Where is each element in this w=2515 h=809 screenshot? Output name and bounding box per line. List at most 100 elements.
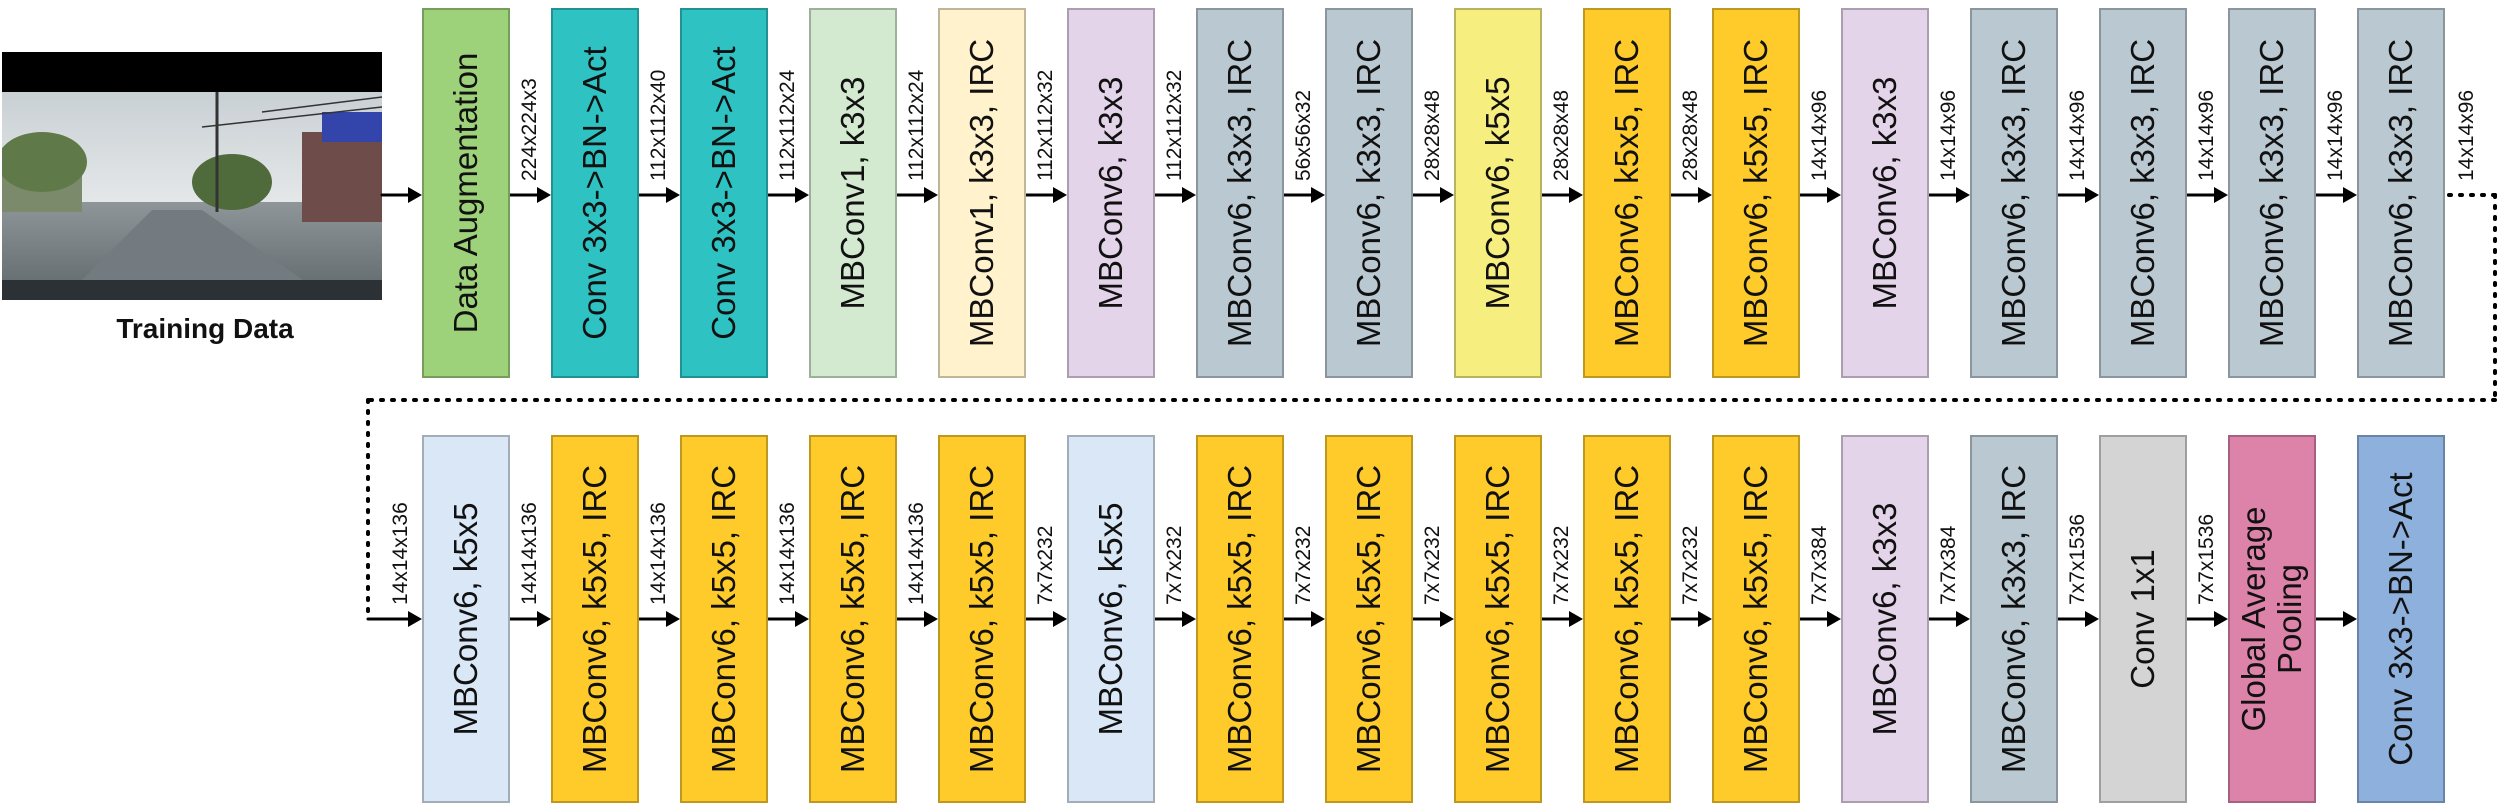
block-2-16: Conv 3x3->BN->Act — [2357, 435, 2445, 803]
arrow-head — [1827, 611, 1841, 627]
road-scene-image — [2, 52, 382, 300]
block-label: Conv 3x3->BN->Act — [2382, 472, 2419, 766]
block-2-12: MBConv6, k3x3 — [1841, 435, 1929, 803]
tensor-dim-label: 28x28x48 — [1421, 89, 1444, 181]
arrow-head — [1311, 187, 1325, 203]
tensor-dim-label: 224x224x3 — [518, 78, 541, 181]
tensor-dim-label: 14x14x96 — [2195, 89, 2218, 181]
arrow-head — [1182, 187, 1196, 203]
block-1-7: MBConv6, k3x3, IRC — [1196, 8, 1284, 378]
arrow-head — [2343, 187, 2357, 203]
arrow-head — [666, 187, 680, 203]
arrow-head — [537, 611, 551, 627]
tensor-dim-label: 7x7x384 — [1937, 525, 1960, 605]
block-2-4: MBConv6, k5x5, IRC — [809, 435, 897, 803]
block-2-10: MBConv6, k5x5, IRC — [1583, 435, 1671, 803]
block-label: MBConv6, k5x5, IRC — [705, 464, 742, 774]
arrow-head — [1440, 611, 1454, 627]
tensor-dim-label: 7x7x232 — [1550, 525, 1573, 605]
block-1-10: MBConv6, k5x5, IRC — [1583, 8, 1671, 378]
tensor-dim-label: 14x14x136 — [389, 502, 412, 605]
arrow-head — [795, 187, 809, 203]
arrow-head — [2343, 611, 2357, 627]
block-1-1: Data Augmentation — [422, 8, 510, 378]
tensor-dim-label: 7x7x232 — [1421, 525, 1444, 605]
block-2-6: MBConv6, k5x5 — [1067, 435, 1155, 803]
tensor-dim-label: 112x112x40 — [647, 69, 670, 181]
block-2-7: MBConv6, k5x5, IRC — [1196, 435, 1284, 803]
block-label: MBConv6, k5x5, IRC — [1608, 464, 1645, 774]
arrow-head — [1311, 611, 1325, 627]
tensor-dim-label: 14x14x96 — [2455, 89, 2478, 181]
arrow-head — [1569, 187, 1583, 203]
tensor-dim-label: 112x112x24 — [905, 69, 928, 181]
arrow-head — [1440, 187, 1454, 203]
arrow-head — [666, 611, 680, 627]
tensor-dim-label: 112x112x32 — [1163, 69, 1186, 181]
block-label: MBConv6, k5x5, IRC — [1221, 464, 1258, 774]
block-2-15: Global Average Pooling — [2228, 435, 2316, 803]
tensor-dim-label: 112x112x24 — [776, 69, 799, 181]
tensor-dim-label: 7x7x232 — [1163, 525, 1186, 605]
tensor-dim-label: 14x14x136 — [518, 502, 541, 605]
tensor-dim-label: 14x14x96 — [1808, 89, 1831, 181]
block-2-2: MBConv6, k5x5, IRC — [551, 435, 639, 803]
arrow-head — [1827, 187, 1841, 203]
tensor-dim-label: 14x14x136 — [647, 502, 670, 605]
tensor-dim-label: 14x14x96 — [1937, 89, 1960, 181]
block-1-13: MBConv6, k3x3, IRC — [1970, 8, 2058, 378]
block-label: MBConv6, k5x5 — [1092, 502, 1129, 736]
block-label: MBConv6, k3x3, IRC — [1995, 464, 2032, 774]
arrow-head — [408, 611, 422, 627]
block-label: MBConv6, k3x3, IRC — [2382, 38, 2419, 348]
block-label: MBConv6, k5x5, IRC — [1737, 464, 1774, 774]
block-label: MBConv6, k3x3, IRC — [1221, 38, 1258, 348]
arrow-head — [1698, 187, 1712, 203]
block-1-12: MBConv6, k3x3 — [1841, 8, 1929, 378]
block-label: MBConv1, k3x3, IRC — [963, 38, 1000, 348]
block-label: Conv 1x1 — [2124, 549, 2161, 689]
tensor-dim-label: 7x7x232 — [1679, 525, 1702, 605]
training-data-label: Training Data — [116, 313, 294, 344]
block-label: MBConv6, k3x3 — [1092, 76, 1129, 310]
block-label: MBConv6, k5x5, IRC — [1479, 464, 1516, 774]
tensor-dim-label: 7x7x1536 — [2066, 513, 2089, 605]
tensor-dim-label: 112x112x32 — [1034, 69, 1057, 181]
block-1-11: MBConv6, k5x5, IRC — [1712, 8, 1800, 378]
block-label: MBConv6, k5x5, IRC — [1737, 38, 1774, 348]
tensor-dim-label: 14x14x136 — [905, 502, 928, 605]
arrow-head — [924, 187, 938, 203]
block-label: Data Augmentation — [447, 52, 484, 334]
training-data-image — [2, 52, 382, 300]
arrow-head — [1053, 611, 1067, 627]
block-1-8: MBConv6, k3x3, IRC — [1325, 8, 1413, 378]
block-1-5: MBConv1, k3x3, IRC — [938, 8, 1026, 378]
block-label: MBConv6, k5x5 — [1479, 76, 1516, 310]
block-1-3: Conv 3x3->BN->Act — [680, 8, 768, 378]
arrow-head — [1956, 187, 1970, 203]
block-1-16: MBConv6, k3x3, IRC — [2357, 8, 2445, 378]
block-label: MBConv6, k5x5, IRC — [576, 464, 613, 774]
tensor-dim-label: 14x14x96 — [2066, 89, 2089, 181]
block-label: MBConv6, k3x3 — [1866, 502, 1903, 736]
tensor-dim-label: 7x7x232 — [1034, 525, 1057, 605]
tensor-dim-label: 28x28x48 — [1679, 89, 1702, 181]
block-2-3: MBConv6, k5x5, IRC — [680, 435, 768, 803]
arrow-head — [1956, 611, 1970, 627]
arrow-head — [1182, 611, 1196, 627]
arrow-head — [537, 187, 551, 203]
tensor-dim-label: 56x56x32 — [1292, 89, 1315, 181]
arrow-head — [795, 611, 809, 627]
block-label: Global Average Pooling — [2235, 506, 2308, 732]
block-2-14: Conv 1x1 — [2099, 435, 2187, 803]
block-label: MBConv6, k5x5, IRC — [963, 464, 1000, 774]
block-2-9: MBConv6, k5x5, IRC — [1454, 435, 1542, 803]
block-2-11: MBConv6, k5x5, IRC — [1712, 435, 1800, 803]
arrow-head — [1053, 187, 1067, 203]
block-label: MBConv6, k5x5, IRC — [1608, 38, 1645, 348]
tensor-dim-label: 7x7x1536 — [2195, 513, 2218, 605]
block-1-9: MBConv6, k5x5 — [1454, 8, 1542, 378]
block-1-6: MBConv6, k3x3 — [1067, 8, 1155, 378]
